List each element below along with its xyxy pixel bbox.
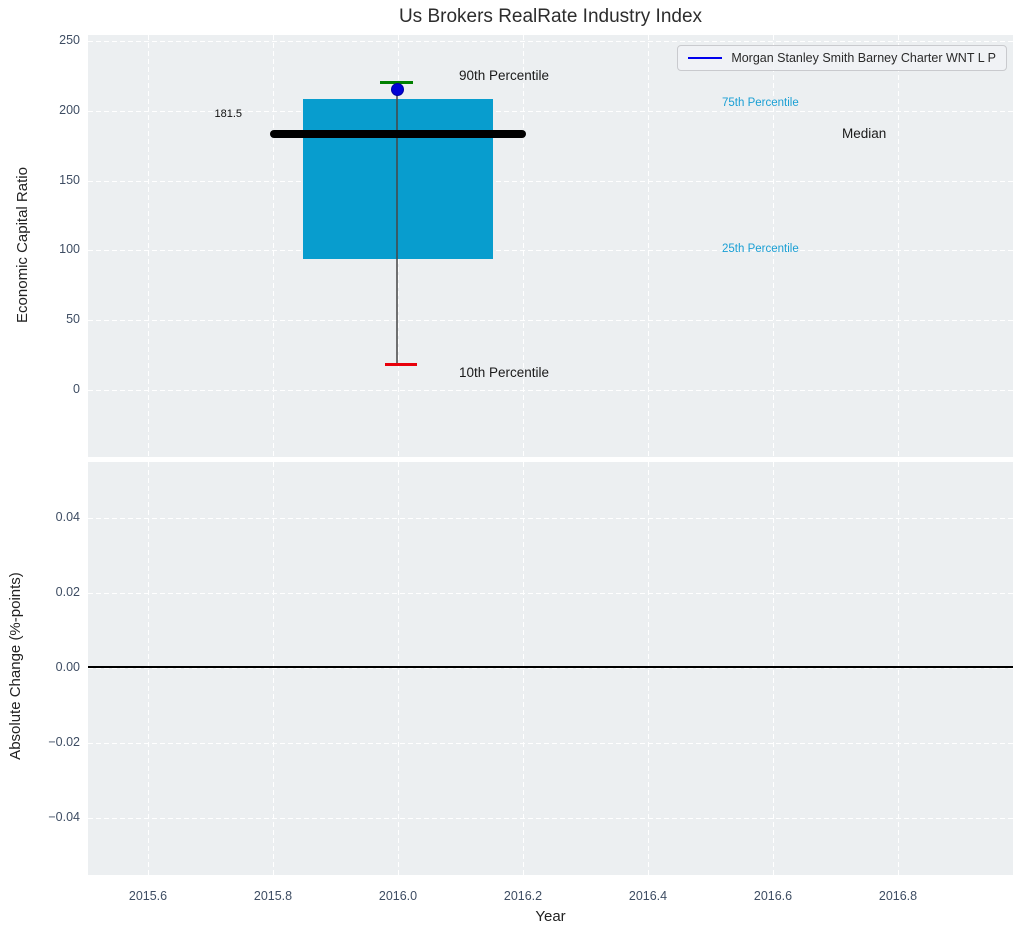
gridline xyxy=(88,818,1013,819)
gridline xyxy=(88,518,1013,519)
xtick: 2015.8 xyxy=(253,889,293,903)
ytick: 200 xyxy=(59,103,80,117)
p10-label: 10th Percentile xyxy=(459,365,550,380)
y-axis-label-top: Economic Capital Ratio xyxy=(14,167,31,323)
p75-label: 75th Percentile xyxy=(722,97,799,109)
median-value-label: 181.5 xyxy=(214,108,242,120)
legend-series-label: Morgan Stanley Smith Barney Charter WNT … xyxy=(731,51,996,65)
gridline xyxy=(523,35,524,457)
top-subplot: 181.5 90th Percentile 75th Percentile Me… xyxy=(88,35,1013,457)
gridline xyxy=(88,320,1013,321)
p90-label: 90th Percentile xyxy=(459,68,550,83)
ytick: 0.00 xyxy=(55,660,80,674)
median-label: Median xyxy=(842,126,887,141)
ytick: −0.02 xyxy=(48,735,80,749)
bottom-subplot xyxy=(88,462,1013,875)
gridline xyxy=(88,743,1013,744)
median-line xyxy=(270,130,526,138)
gridline xyxy=(148,462,149,875)
xtick: 2016.4 xyxy=(628,889,668,903)
gridline xyxy=(898,35,899,457)
zero-baseline xyxy=(88,666,1013,668)
xtick: 2016.6 xyxy=(753,889,793,903)
whisker-line xyxy=(396,83,398,365)
gridline xyxy=(648,35,649,457)
gridline xyxy=(898,462,899,875)
ytick: 250 xyxy=(59,33,80,47)
xtick: 2016.8 xyxy=(878,889,918,903)
gridline xyxy=(88,41,1013,42)
ytick: 150 xyxy=(59,173,80,187)
p25-label: 25th Percentile xyxy=(722,243,799,255)
gridline xyxy=(273,462,274,875)
y-axis-label-bottom: Absolute Change (%-points) xyxy=(7,572,24,760)
gridline xyxy=(773,462,774,875)
p90-cap-marker xyxy=(380,81,413,84)
ytick: 50 xyxy=(66,312,80,326)
company-value-marker xyxy=(391,83,404,96)
p10-cap-marker xyxy=(385,363,417,366)
xtick: 2016.2 xyxy=(503,889,543,903)
gridline xyxy=(88,668,1013,669)
gridline xyxy=(88,593,1013,594)
xtick: 2016.0 xyxy=(378,889,418,903)
legend-line-icon xyxy=(688,56,723,60)
chart-title: Us Brokers RealRate Industry Index xyxy=(398,6,703,27)
ytick: 0.04 xyxy=(55,510,80,524)
gridline xyxy=(88,181,1013,182)
gridline xyxy=(148,35,149,457)
gridline xyxy=(88,111,1013,112)
gridline xyxy=(273,35,274,457)
gridline xyxy=(523,462,524,875)
gridline xyxy=(88,250,1013,251)
box-interquartile-range xyxy=(303,99,493,259)
x-axis-label: Year xyxy=(535,908,566,925)
gridline xyxy=(648,462,649,875)
legend: Morgan Stanley Smith Barney Charter WNT … xyxy=(677,45,1007,71)
ytick: 0 xyxy=(73,382,80,396)
ytick: 100 xyxy=(59,242,80,256)
gridline xyxy=(773,35,774,457)
xtick: 2015.6 xyxy=(128,889,168,903)
gridline xyxy=(398,462,399,875)
ytick: −0.04 xyxy=(48,810,80,824)
ytick: 0.02 xyxy=(55,585,80,599)
gridline xyxy=(88,390,1013,391)
